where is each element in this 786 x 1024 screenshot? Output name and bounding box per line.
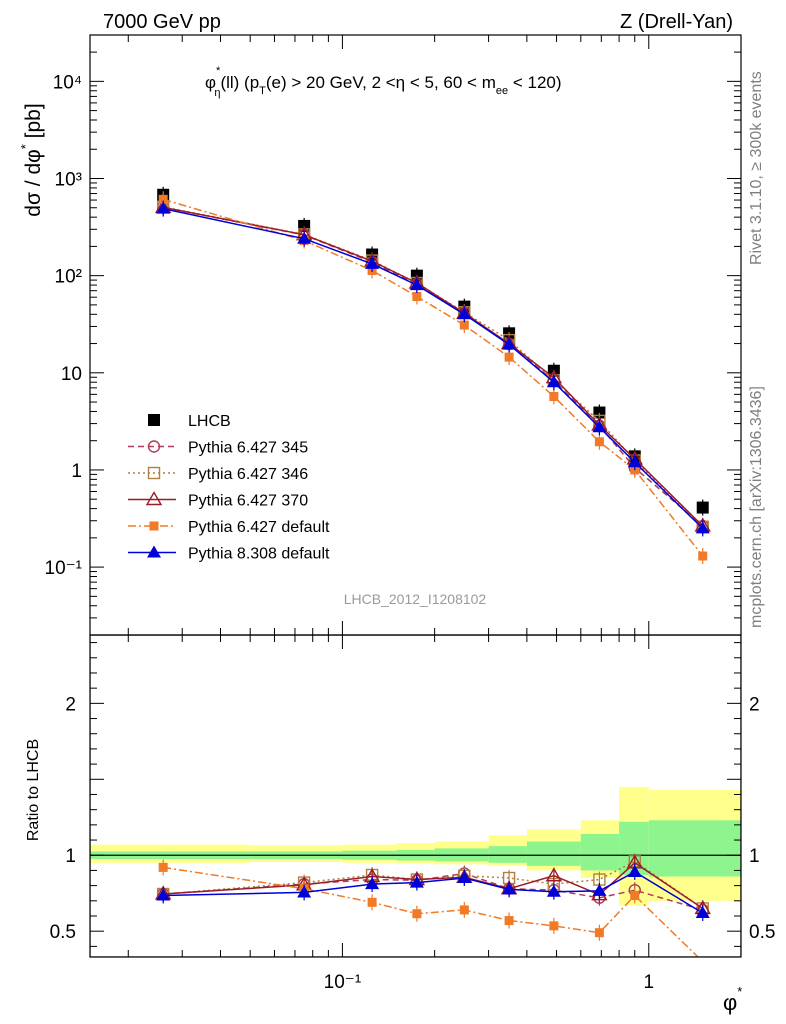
- pythia-6-427-default-point: [504, 352, 514, 362]
- ratio-y-tick-label: 0.5: [50, 922, 76, 943]
- chart-title: φ* η(ll) (pT(e) > 20 GeV, 2 <η < 5, 60 < …: [205, 65, 562, 99]
- pythia-6-427-default-point: [594, 928, 604, 938]
- legend-label-pythia-6-427-370: Pythia 6.427 370: [188, 493, 308, 510]
- ratio-y-tick-label: 2: [65, 694, 76, 715]
- legend-marker-pythia-6-427-370: [145, 491, 163, 506]
- ratio-series: [154, 853, 711, 957]
- ratio-plot: 110⁻¹0.5 0.51 12 2: [90, 635, 741, 957]
- y-axis-label: dσ / dφ* [pb]: [18, 103, 45, 216]
- y-tick-label: 10: [61, 364, 82, 385]
- pythia-8-308-default-point: [409, 278, 424, 291]
- pythia-6-427-default-point: [549, 921, 559, 931]
- legend-marker-lhcb: [148, 414, 160, 426]
- pythia-8-308-default-point: [592, 883, 607, 896]
- pythia-6-427-default-point: [504, 916, 514, 926]
- pythia-6-427-default-point: [412, 909, 422, 919]
- band-inner-bin: [648, 820, 741, 877]
- pythia-8-308-default-point: [592, 420, 607, 433]
- pythia-8-308-default-point: [365, 256, 380, 269]
- y-tick-label: 10⁻¹: [45, 558, 83, 579]
- band-inner-bin: [526, 841, 581, 866]
- rivet-label: Rivet 3.1.10, ≥ 300k events: [748, 71, 765, 265]
- band-inner-bin: [580, 833, 620, 871]
- legend-marker-pythia-6-427-346: [147, 466, 161, 480]
- legend: LHCB Pythia 6.427 345 Pythia 6.427 346 Pyth…: [128, 413, 330, 563]
- x-tick-label: 1: [643, 972, 654, 993]
- legend-label-pythia-6-427-default: Pythia 6.427 default: [188, 519, 330, 536]
- pythia-8-308-default-point: [502, 337, 517, 350]
- pythia-8-308-default-line: [163, 207, 704, 529]
- ratio-y-tick-label-right: 0.5: [749, 922, 775, 943]
- pythia-6-427-default-point: [549, 392, 559, 402]
- pythia-8-308-default-point: [502, 882, 517, 895]
- pythia-8-308-default-point: [627, 864, 642, 877]
- ratio-frame: 0.5 0.5 1 1 2 2 1 10⁻¹: [50, 634, 775, 993]
- pythia-8-308-default-point: [627, 455, 642, 468]
- main-plot: 1 10 10² 10³ 10⁴ 10⁻¹: [45, 34, 742, 636]
- y-tick-label: 1: [71, 461, 82, 482]
- pythia-8-308-default-point: [156, 888, 171, 901]
- pythia-8-308-default-point: [297, 231, 312, 244]
- pythia-6-427-370-point: [545, 867, 563, 882]
- legend-marker-pythia-6-427-345: [147, 440, 161, 453]
- pythia-6-427-default-point: [698, 551, 708, 561]
- pythia-6-427-default-point: [412, 292, 422, 302]
- pythia-6-427-default-point: [158, 194, 168, 204]
- legend-label-lhcb: LHCB: [188, 413, 231, 430]
- x-tick-label: 10⁻¹: [324, 972, 362, 993]
- pythia-8-308-default-point: [409, 875, 424, 888]
- legend-label-pythia-6-427-345: Pythia 6.427 345: [188, 440, 308, 457]
- ratio-y-tick-label-right: 1: [749, 846, 760, 867]
- ratio-y-axis-label: Ratio to LHCB: [25, 739, 42, 841]
- legend-label-pythia-8-308-default: Pythia 8.308 default: [188, 546, 330, 563]
- band-inner-bin: [488, 846, 527, 863]
- ratio-y-tick-label-right: 2: [749, 694, 760, 715]
- pythia-6-427-default-point: [367, 897, 377, 907]
- analysis-watermark: LHCB_2012_I1208102: [344, 591, 487, 607]
- pythia-6-427-346-line: [163, 860, 704, 910]
- pythia-6-427-370-line: [163, 206, 704, 527]
- pythia-8-308-default-point: [546, 375, 561, 388]
- y-tick-label: 10²: [55, 267, 82, 288]
- pythia-8-308-default-point: [546, 884, 561, 897]
- pythia-6-427-default-point: [630, 890, 640, 900]
- pythia-6-427-345-line: [163, 872, 703, 911]
- mcplots-label: mcplots.cern.ch [arXiv:1306.3436]: [748, 386, 765, 628]
- y-tick-label: 10⁴: [53, 72, 82, 93]
- legend-marker-pythia-8-308-default: [147, 545, 161, 558]
- y-tick-label: 10³: [55, 170, 82, 191]
- legend-label-pythia-6-427-346: Pythia 6.427 346: [188, 466, 308, 483]
- pythia-8-308-default-point: [297, 885, 312, 898]
- pythia-6-427-default-point: [158, 862, 168, 872]
- x-axis-label: φ*: [723, 984, 742, 1015]
- pythia-6-427-default-line: [163, 866, 700, 957]
- pythia-6-427-default-line: [162, 198, 704, 557]
- pythia-8-308-default-point: [695, 905, 710, 918]
- pythia-8-308-default-point: [695, 521, 710, 534]
- pythia-8-308-default-point: [156, 201, 171, 214]
- header-right: Z (Drell-Yan): [620, 11, 733, 33]
- pythia-8-308-default-line: [163, 871, 704, 914]
- pythia-6-427-default-point: [594, 437, 604, 447]
- pythia-8-308-default-point: [365, 877, 380, 890]
- pythia-8-308-default-point: [457, 307, 472, 320]
- pythia-6-427-default-point: [459, 320, 469, 330]
- lhcb-point: [696, 501, 709, 514]
- header-left: 7000 GeV pp: [103, 11, 221, 33]
- lower-frame-outline: [89, 634, 742, 958]
- ratio-y-tick-label: 1: [65, 846, 76, 867]
- legend-marker-pythia-6-427-default: [149, 521, 159, 531]
- pythia-8-308-default-point: [457, 871, 472, 884]
- pythia-6-427-default-point: [459, 905, 469, 915]
